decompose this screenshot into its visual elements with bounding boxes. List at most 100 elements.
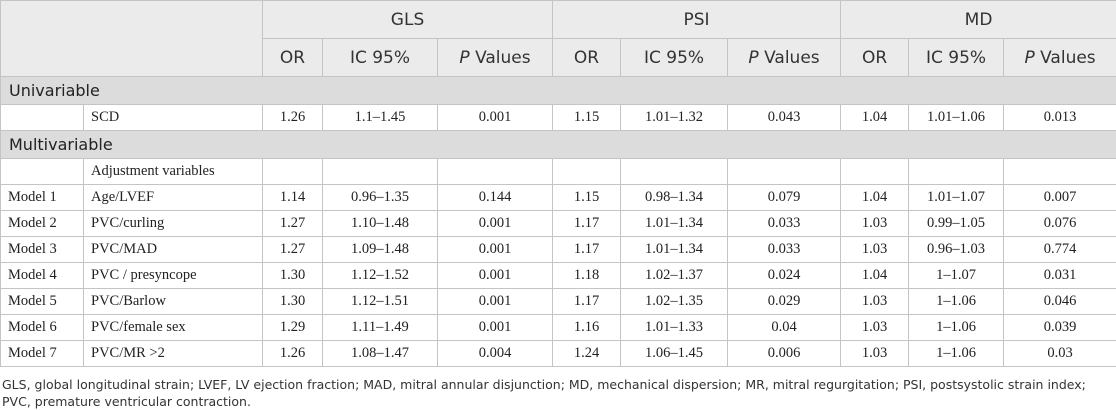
row-label: Model 1 xyxy=(0,184,84,211)
cell: 0.001 xyxy=(436,314,554,341)
cell: 0.774 xyxy=(1003,236,1116,263)
column-header: OR xyxy=(262,38,323,77)
variable: PVC/female sex xyxy=(83,314,263,341)
cell: 0.079 xyxy=(727,184,842,211)
variable: PVC/MR >2 xyxy=(83,340,263,367)
section-title: Univariable xyxy=(0,76,1116,105)
cell: 1.02–1.35 xyxy=(620,288,729,315)
cell: 1.30 xyxy=(262,262,323,289)
row-label: Model 6 xyxy=(0,314,84,341)
cell: 1–1.06 xyxy=(908,288,1005,315)
cell: 1.26 xyxy=(262,340,323,367)
row-label xyxy=(0,104,84,131)
cell: 1.01–1.33 xyxy=(620,314,729,341)
cell: 1.09–1.48 xyxy=(322,236,438,263)
cell: 0.98–1.34 xyxy=(620,184,729,211)
cell: 1.01–1.06 xyxy=(908,104,1005,131)
cell: 0.046 xyxy=(1003,288,1116,315)
header-row: GLS PSI MD xyxy=(0,0,1116,77)
cell: 1.26 xyxy=(262,104,323,131)
cell: 1.11–1.49 xyxy=(322,314,438,341)
row-label: Model 4 xyxy=(0,262,84,289)
variable: Age/LVEF xyxy=(83,184,263,211)
cell: 1.04 xyxy=(840,184,910,211)
cell: 1.15 xyxy=(552,104,622,131)
column-header: IC 95% xyxy=(908,38,1005,77)
section-title: Multivariable xyxy=(0,130,1116,159)
cell: 1–1.07 xyxy=(908,262,1005,289)
cell: 0.99–1.05 xyxy=(908,210,1005,237)
cell: 1.06–1.45 xyxy=(620,340,729,367)
cell: 0.024 xyxy=(727,262,842,289)
cell: 1.03 xyxy=(840,340,910,367)
row-label: Model 3 xyxy=(0,236,84,263)
cell: 1.30 xyxy=(262,288,323,315)
cell: 1.14 xyxy=(262,184,323,211)
data-row: Model 7 PVC/MR >2 1.26 1.08–1.47 0.004 1.24 1.… xyxy=(0,340,1116,367)
variable: SCD xyxy=(83,104,263,131)
cell: 0.04 xyxy=(727,314,842,341)
row-label: Model 5 xyxy=(0,288,84,315)
data-row: Model 5 PVC/Barlow 1.30 1.12–1.51 0.001 1.17 1… xyxy=(0,288,1116,315)
column-header: IC 95% xyxy=(620,38,729,77)
row-label: Model 2 xyxy=(0,210,84,237)
cell: 1.01–1.34 xyxy=(620,210,729,237)
row-label xyxy=(0,158,84,185)
cell: 0.001 xyxy=(436,262,554,289)
cell: 0.013 xyxy=(1003,104,1116,131)
variable: PVC/curling xyxy=(83,210,263,237)
row-label: Model 7 xyxy=(0,340,84,367)
cell: 1.02–1.37 xyxy=(620,262,729,289)
data-row: Model 1 Age/LVEF 1.14 0.96–1.35 0.144 1.15 0.9… xyxy=(0,184,1116,211)
cell: 0.043 xyxy=(727,104,842,131)
cell: 0.001 xyxy=(436,288,554,315)
cell: 1.15 xyxy=(552,184,622,211)
cell: 1.17 xyxy=(552,288,622,315)
results-table: GLS PSI MD OR IC 95% P Values OR IC 95% P Values… xyxy=(0,0,1116,367)
cell xyxy=(552,158,622,185)
cell: 0.033 xyxy=(727,236,842,263)
group-header: MD xyxy=(840,0,1116,39)
cell: 1.16 xyxy=(552,314,622,341)
group-header: GLS xyxy=(261,0,554,39)
column-header: OR xyxy=(552,38,622,77)
cell: 0.001 xyxy=(436,210,554,237)
cell: 0.96–1.35 xyxy=(322,184,438,211)
variable: PVC / presyncope xyxy=(83,262,263,289)
cell: 1.27 xyxy=(262,210,323,237)
cell xyxy=(436,158,554,185)
cell: 0.001 xyxy=(436,236,554,263)
cell xyxy=(322,158,438,185)
cell: 1–1.06 xyxy=(908,340,1005,367)
cell: 1.18 xyxy=(552,262,622,289)
cell: 0.006 xyxy=(727,340,842,367)
variable: PVC/Barlow xyxy=(83,288,263,315)
data-row: Model 6 PVC/female sex 1.29 1.11–1.49 0.001 1… xyxy=(0,314,1116,341)
data-row: Model 4 PVC / presyncope 1.30 1.12–1.52 0.00… xyxy=(0,262,1116,289)
cell: 1.12–1.52 xyxy=(322,262,438,289)
cell: 0.144 xyxy=(436,184,554,211)
column-header: P Values xyxy=(436,38,554,77)
cell: 1.01–1.07 xyxy=(908,184,1005,211)
cell: 1.04 xyxy=(840,262,910,289)
data-row: SCD 1.26 1.1–1.45 0.001 1.15 1.01–1.32 0.043 1.… xyxy=(0,104,1116,131)
cell: 0.029 xyxy=(727,288,842,315)
cell: 1.24 xyxy=(552,340,622,367)
cell: 1.17 xyxy=(552,210,622,237)
cell: 0.033 xyxy=(727,210,842,237)
cell: 0.076 xyxy=(1003,210,1116,237)
cell: 1.27 xyxy=(262,236,323,263)
cell xyxy=(620,158,729,185)
column-header: P Values xyxy=(1003,38,1116,77)
cell xyxy=(262,158,323,185)
cell: 1.03 xyxy=(840,210,910,237)
cell: 0.007 xyxy=(1003,184,1116,211)
cell xyxy=(727,158,842,185)
cell: 1.03 xyxy=(840,314,910,341)
cell: 1.01–1.34 xyxy=(620,236,729,263)
cell: 0.96–1.03 xyxy=(908,236,1005,263)
header-blank xyxy=(0,0,263,77)
variable: PVC/MAD xyxy=(83,236,263,263)
cell: 1.04 xyxy=(840,104,910,131)
